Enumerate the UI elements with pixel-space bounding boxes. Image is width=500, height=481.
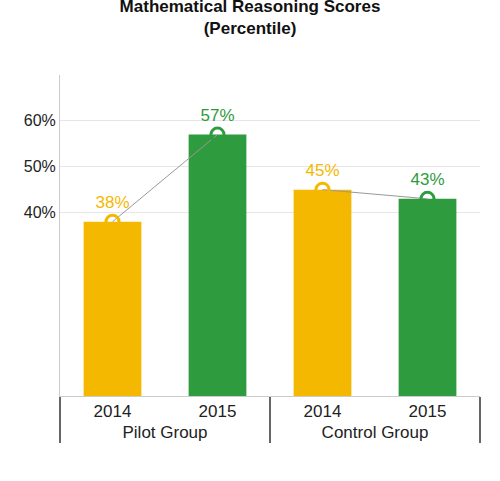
svg-text:2014: 2014 <box>304 402 342 421</box>
svg-text:40%: 40% <box>24 204 56 221</box>
svg-text:38%: 38% <box>95 193 129 212</box>
svg-text:50%: 50% <box>24 158 56 175</box>
svg-text:43%: 43% <box>410 170 444 189</box>
svg-text:2015: 2015 <box>409 402 447 421</box>
svg-text:Mathematical Reasoning Scores(: Mathematical Reasoning Scores(Percentile… <box>120 0 381 38</box>
svg-text:60%: 60% <box>24 112 56 129</box>
svg-text:45%: 45% <box>305 161 339 180</box>
svg-text:Pilot Group: Pilot Group <box>122 423 207 442</box>
svg-text:Control Group: Control Group <box>322 423 429 442</box>
svg-text:57%: 57% <box>200 106 234 125</box>
svg-text:2015: 2015 <box>199 402 237 421</box>
svg-text:2014: 2014 <box>94 402 132 421</box>
